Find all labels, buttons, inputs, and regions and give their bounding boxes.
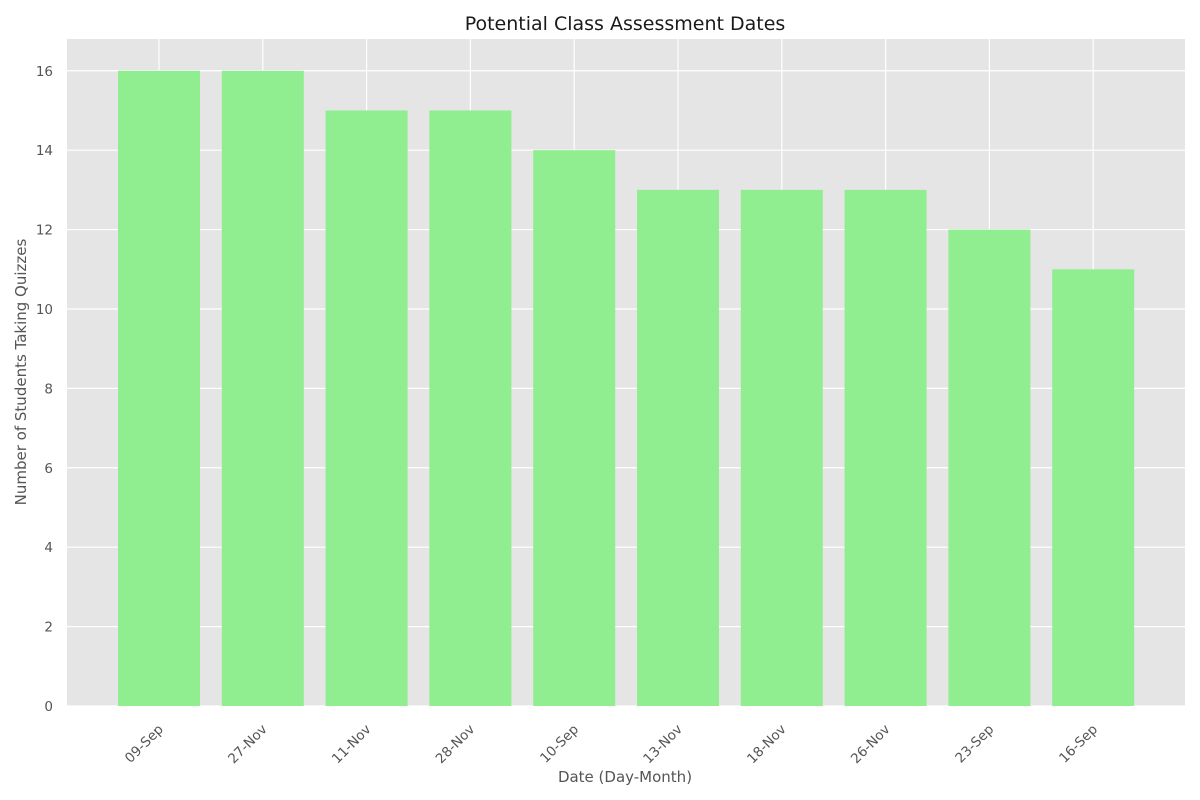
y-tick-label: 4 bbox=[44, 540, 53, 556]
bar-23-sep bbox=[948, 229, 1031, 707]
bar-27-nov bbox=[221, 70, 304, 706]
y-tick-label: 10 bbox=[36, 302, 53, 318]
y-axis-label: Number of Students Taking Quizzes bbox=[12, 238, 30, 505]
x-tick-label: 13-Nov bbox=[640, 722, 686, 768]
y-axis-ticks: 0 2 4 6 8 10 12 14 16 bbox=[36, 64, 53, 715]
x-axis-ticks: 09-Sep 27-Nov 11-Nov 28-Nov 10-Sep 13-Nov 18-N… bbox=[122, 722, 1101, 768]
y-tick-label: 12 bbox=[36, 223, 53, 239]
bar-10-sep bbox=[533, 150, 616, 706]
x-tick-label: 11-Nov bbox=[329, 722, 375, 768]
bar-16-sep bbox=[1052, 269, 1135, 706]
y-tick-label: 6 bbox=[44, 461, 53, 477]
x-tick-label: 26-Nov bbox=[848, 722, 894, 768]
x-tick-label: 10-Sep bbox=[537, 722, 582, 767]
bar-09-sep bbox=[118, 70, 200, 706]
x-axis-label: Date (Day-Month) bbox=[558, 768, 692, 786]
y-tick-label: 16 bbox=[36, 64, 53, 80]
x-tick-label: 28-Nov bbox=[433, 722, 479, 768]
chart-title: Potential Class Assessment Dates bbox=[465, 13, 786, 35]
bar-18-nov bbox=[740, 189, 823, 707]
x-tick-label: 16-Sep bbox=[1056, 722, 1101, 767]
bar-26-nov bbox=[844, 189, 927, 707]
bar-11-nov bbox=[325, 110, 408, 706]
x-tick-label: 23-Sep bbox=[952, 722, 997, 767]
x-tick-label: 18-Nov bbox=[744, 722, 790, 768]
bar-13-nov bbox=[637, 189, 719, 707]
bar-28-nov bbox=[429, 110, 512, 706]
y-tick-label: 8 bbox=[44, 381, 53, 397]
y-tick-label: 0 bbox=[44, 699, 53, 715]
x-tick-label: 27-Nov bbox=[225, 722, 271, 768]
bar-series bbox=[118, 70, 1135, 707]
x-tick-label: 09-Sep bbox=[122, 722, 167, 767]
y-tick-label: 14 bbox=[36, 143, 53, 159]
y-tick-label: 2 bbox=[44, 620, 53, 636]
